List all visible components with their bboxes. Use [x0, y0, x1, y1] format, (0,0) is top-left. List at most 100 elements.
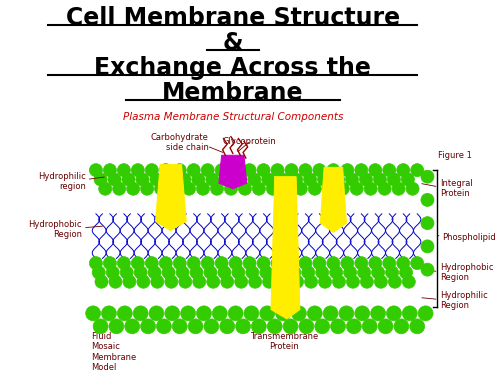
Circle shape [313, 164, 326, 177]
Circle shape [190, 266, 203, 279]
Circle shape [388, 275, 402, 288]
Circle shape [196, 306, 212, 321]
Circle shape [285, 256, 298, 270]
Circle shape [165, 306, 180, 321]
Text: Glycoprotein: Glycoprotein [222, 136, 276, 146]
Circle shape [362, 319, 377, 334]
Text: Membrane: Membrane [162, 81, 304, 105]
Circle shape [364, 182, 377, 195]
Circle shape [421, 170, 434, 183]
Polygon shape [320, 167, 346, 232]
Circle shape [402, 275, 415, 288]
Text: Phospholipid: Phospholipid [442, 232, 496, 242]
Circle shape [374, 275, 388, 288]
Circle shape [126, 182, 140, 195]
Circle shape [308, 306, 322, 321]
Circle shape [220, 173, 233, 186]
Circle shape [206, 173, 219, 186]
Circle shape [288, 266, 301, 279]
Circle shape [344, 266, 356, 279]
Circle shape [224, 182, 237, 195]
Circle shape [220, 275, 234, 288]
Circle shape [370, 306, 386, 321]
Circle shape [302, 266, 315, 279]
Circle shape [215, 164, 228, 177]
Circle shape [322, 182, 335, 195]
Circle shape [136, 173, 149, 186]
Circle shape [178, 173, 191, 186]
Circle shape [248, 173, 261, 186]
Text: &: & [222, 31, 243, 55]
Circle shape [159, 164, 172, 177]
Circle shape [109, 275, 122, 288]
Circle shape [215, 256, 228, 270]
Circle shape [402, 306, 417, 321]
Circle shape [112, 182, 126, 195]
Circle shape [109, 319, 124, 334]
Circle shape [102, 306, 116, 321]
Circle shape [308, 182, 322, 195]
Circle shape [182, 182, 196, 195]
Circle shape [193, 275, 206, 288]
Circle shape [218, 266, 231, 279]
Circle shape [98, 182, 112, 195]
Circle shape [201, 256, 214, 270]
Circle shape [137, 275, 150, 288]
Circle shape [246, 266, 259, 279]
Polygon shape [271, 177, 300, 319]
Circle shape [118, 306, 132, 321]
Circle shape [299, 256, 312, 270]
Circle shape [304, 173, 316, 186]
Circle shape [252, 319, 266, 334]
Polygon shape [156, 165, 186, 231]
Circle shape [146, 164, 158, 177]
Circle shape [386, 306, 402, 321]
Circle shape [118, 256, 130, 270]
Circle shape [410, 164, 424, 177]
Text: Hydrophilic
region: Hydrophilic region [38, 172, 86, 191]
Circle shape [292, 306, 306, 321]
Circle shape [148, 266, 161, 279]
Circle shape [290, 173, 302, 186]
Circle shape [276, 173, 288, 186]
Circle shape [271, 164, 284, 177]
Text: Hydrophilic
Region: Hydrophilic Region [440, 291, 488, 310]
Circle shape [140, 319, 156, 334]
Circle shape [374, 173, 386, 186]
Circle shape [316, 266, 328, 279]
Circle shape [172, 319, 187, 334]
Circle shape [346, 173, 358, 186]
Circle shape [192, 173, 205, 186]
Circle shape [266, 182, 280, 195]
Text: Hydrophobic
Region: Hydrophobic Region [28, 220, 82, 239]
Circle shape [421, 240, 434, 253]
Circle shape [150, 173, 163, 186]
Circle shape [229, 256, 242, 270]
Circle shape [355, 256, 368, 270]
Circle shape [134, 266, 147, 279]
Circle shape [179, 275, 192, 288]
Circle shape [315, 319, 330, 334]
Circle shape [304, 275, 318, 288]
Circle shape [369, 164, 382, 177]
Circle shape [369, 256, 382, 270]
Circle shape [358, 266, 370, 279]
Circle shape [285, 164, 298, 177]
Circle shape [95, 275, 108, 288]
Circle shape [120, 266, 133, 279]
Circle shape [257, 256, 270, 270]
Circle shape [149, 306, 164, 321]
Circle shape [108, 173, 121, 186]
Circle shape [132, 256, 144, 270]
Circle shape [341, 256, 354, 270]
Circle shape [220, 319, 234, 334]
Circle shape [260, 266, 273, 279]
Circle shape [392, 182, 405, 195]
Circle shape [229, 164, 242, 177]
Circle shape [243, 256, 256, 270]
Circle shape [421, 263, 434, 276]
Circle shape [234, 275, 248, 288]
Circle shape [382, 164, 396, 177]
Circle shape [355, 306, 370, 321]
Circle shape [187, 164, 200, 177]
